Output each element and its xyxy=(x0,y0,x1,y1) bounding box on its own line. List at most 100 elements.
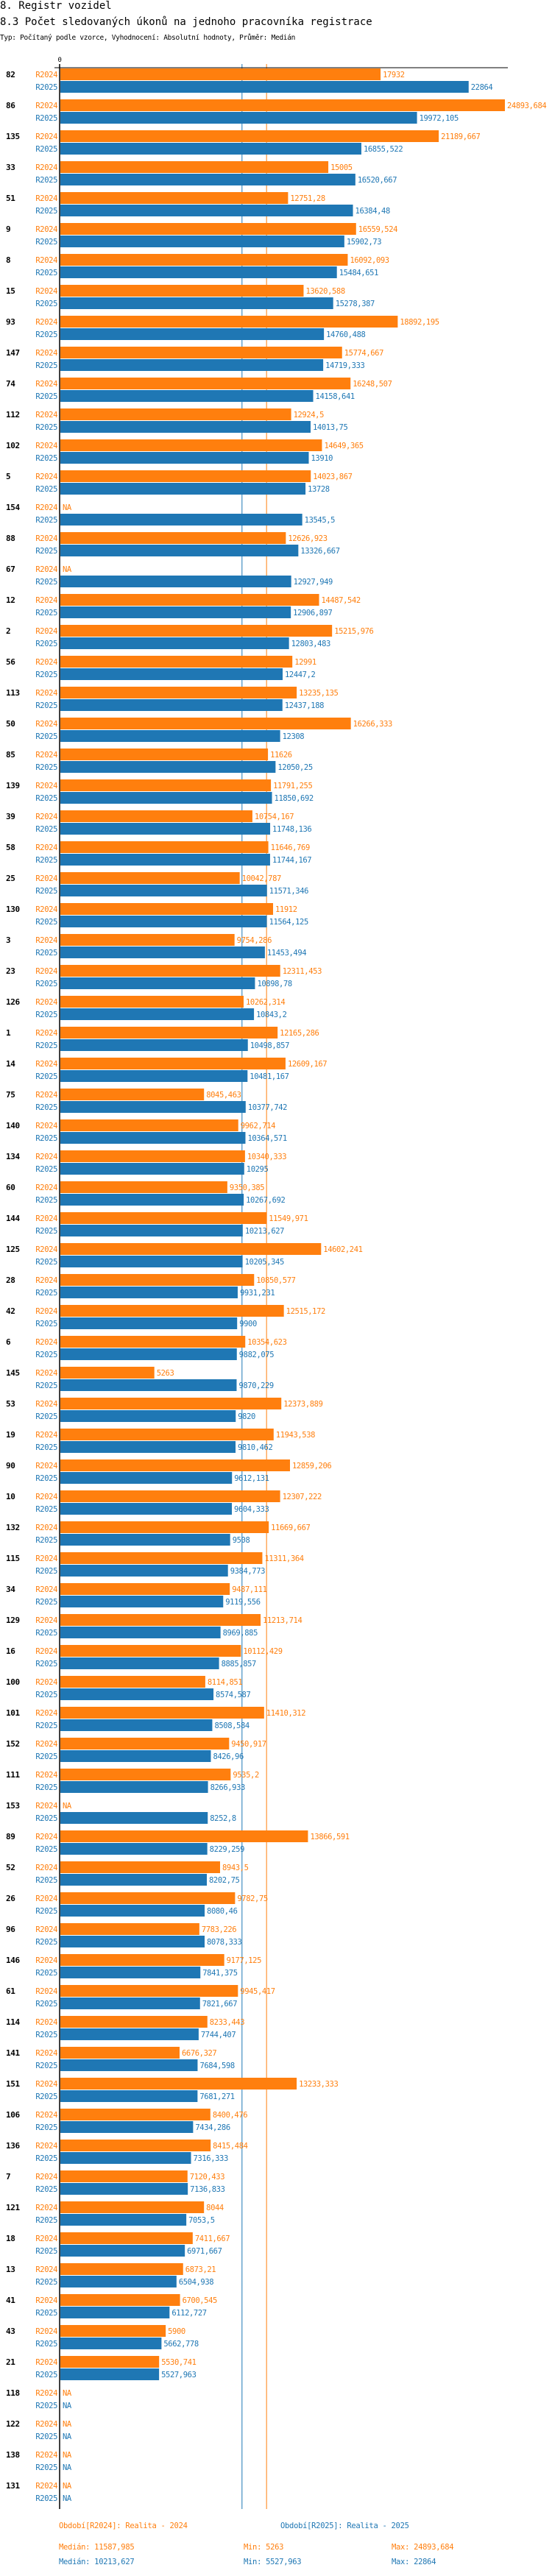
data-label: 21189,667 xyxy=(441,132,480,141)
data-label: 12165,286 xyxy=(280,1029,319,1038)
bar-r2024 xyxy=(60,1583,230,1595)
data-label: 7411,667 xyxy=(195,2234,230,2243)
series-label-r2024: R2024 xyxy=(35,380,57,389)
data-label: 22864 xyxy=(471,83,493,92)
bar-r2025 xyxy=(60,2245,185,2257)
category-label: 56 xyxy=(6,657,15,667)
series-label-r2024: R2024 xyxy=(35,1709,57,1718)
data-label: 8574,587 xyxy=(216,1691,250,1699)
series-label-r2024: R2024 xyxy=(35,751,57,760)
data-label: 11311,364 xyxy=(264,1554,303,1563)
data-label: 7821,667 xyxy=(202,2000,237,2009)
category-label: 152 xyxy=(6,1739,20,1749)
bar-r2024 xyxy=(60,2356,160,2368)
series-label-r2024: R2024 xyxy=(35,102,57,110)
bar-r2025 xyxy=(60,792,272,804)
series-label-r2025: R2025 xyxy=(35,732,57,741)
bar-r2024 xyxy=(60,810,252,822)
data-label-na: NA xyxy=(63,2420,72,2429)
bar-r2025 xyxy=(60,1812,208,1824)
series-label-r2024: R2024 xyxy=(35,132,57,141)
data-label: 5900 xyxy=(168,2327,185,2336)
bar-r2024 xyxy=(60,439,322,451)
series-label-r2025: R2025 xyxy=(35,145,57,154)
bar-r2024 xyxy=(60,1243,322,1255)
bar-r2025 xyxy=(60,421,311,433)
data-label: 5263 xyxy=(157,1369,174,1378)
data-label: 9119,556 xyxy=(225,1598,260,1607)
category-label: 50 xyxy=(6,719,15,729)
data-label: 12308 xyxy=(283,732,305,741)
series-label-r2025: R2025 xyxy=(35,2402,57,2410)
data-label: 12311,453 xyxy=(283,967,322,976)
bar-r2025 xyxy=(60,390,314,402)
bar-r2025 xyxy=(60,297,333,309)
data-label: 5662,778 xyxy=(163,2340,198,2349)
data-label: 10898,78 xyxy=(257,980,291,988)
series-label-r2025: R2025 xyxy=(35,1011,57,1019)
data-label: 12991 xyxy=(294,658,316,667)
data-label: 8266,933 xyxy=(210,1783,245,1792)
category-label: 60 xyxy=(6,1183,15,1192)
data-label: 8202,75 xyxy=(209,1876,240,1885)
series-label-r2025: R2025 xyxy=(35,330,57,339)
category-label: 34 xyxy=(6,1585,15,1594)
data-label: 10498,857 xyxy=(250,1041,289,1050)
bar-r2025 xyxy=(60,2183,188,2195)
bar-r2024 xyxy=(60,1367,155,1379)
series-label-r2025: R2025 xyxy=(35,1351,57,1359)
data-label: 10267,692 xyxy=(246,1196,285,1205)
series-label-r2025: R2025 xyxy=(35,887,57,896)
data-label: 9945,417 xyxy=(240,1987,275,1996)
series-label-r2025: R2025 xyxy=(35,1103,57,1112)
bar-r2025 xyxy=(60,916,267,927)
series-label-r2024: R2024 xyxy=(35,874,57,883)
series-label-r2025: R2025 xyxy=(35,1598,57,1607)
category-label: 132 xyxy=(6,1523,20,1532)
category-label: 2 xyxy=(6,626,10,636)
data-label: 9820 xyxy=(238,1412,255,1421)
bar-r2025 xyxy=(60,637,289,649)
bar-r2025 xyxy=(60,112,417,124)
series-label-r2024: R2024 xyxy=(35,1647,57,1656)
series-label-r2025: R2025 xyxy=(35,1474,57,1483)
bar-r2024 xyxy=(60,130,439,142)
bar-r2024 xyxy=(60,2325,166,2337)
series-label-r2024: R2024 xyxy=(35,1307,57,1316)
data-label: 10754,167 xyxy=(255,813,294,821)
bar-r2024 xyxy=(60,2047,180,2059)
series-label-r2024: R2024 xyxy=(35,1153,57,1161)
series-label-r2025: R2025 xyxy=(35,980,57,988)
series-label-r2024: R2024 xyxy=(35,534,57,543)
category-label: 10 xyxy=(6,1492,15,1501)
category-label: 82 xyxy=(6,70,15,79)
series-label-r2025: R2025 xyxy=(35,361,57,370)
category-label: 126 xyxy=(6,997,20,1007)
category-label: 85 xyxy=(6,750,15,760)
bar-r2025 xyxy=(60,730,280,742)
series-label-r2024: R2024 xyxy=(35,1864,57,1872)
data-label: 11912 xyxy=(275,905,297,914)
data-label: 9508 xyxy=(233,1536,250,1545)
series-label-r2025: R2025 xyxy=(35,1196,57,1205)
series-label-r2024: R2024 xyxy=(35,1122,57,1130)
series-label-r2024: R2024 xyxy=(35,2142,57,2151)
bar-r2025 xyxy=(60,1534,230,1546)
bar-r2025 xyxy=(60,2152,191,2164)
bar-r2024 xyxy=(60,965,280,977)
data-label: 12609,167 xyxy=(288,1060,327,1069)
bar-r2025 xyxy=(60,1287,238,1298)
series-label-r2025: R2025 xyxy=(35,763,57,772)
category-label: 16 xyxy=(6,1646,15,1656)
bar-r2025 xyxy=(60,2028,199,2040)
bar-r2025 xyxy=(60,483,306,495)
bar-r2025 xyxy=(60,1348,237,1360)
category-label: 129 xyxy=(6,1616,20,1625)
category-label: 100 xyxy=(6,1677,20,1687)
data-label: 11453,494 xyxy=(267,949,306,958)
data-label: 8080,46 xyxy=(207,1907,238,1916)
bar-r2024 xyxy=(60,2294,180,2306)
bar-r2025 xyxy=(60,328,325,340)
bar-r2025 xyxy=(60,2059,198,2071)
series-label-r2024: R2024 xyxy=(35,2049,57,2058)
